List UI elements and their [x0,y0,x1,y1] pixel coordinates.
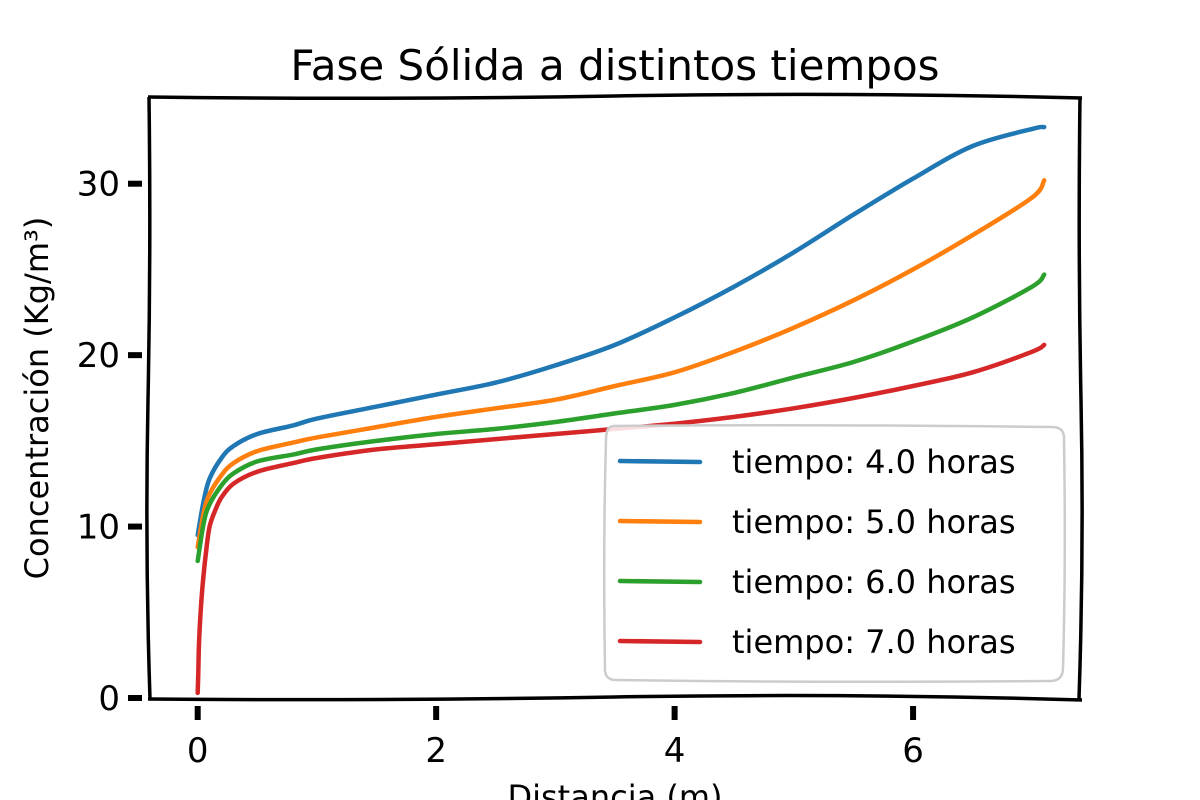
legend-label-4: tiempo: 7.0 horas [732,623,1016,661]
legend-label-1: tiempo: 4.0 horas [732,443,1016,481]
legend-label-2: tiempo: 5.0 horas [732,503,1016,541]
legend-swatch-3 [617,578,703,585]
x-tick-label: 6 [902,731,924,771]
series-layer [195,124,1047,696]
plot-frame-left [145,96,152,700]
x-tick-label: 0 [187,731,209,771]
y-tick-label: 30 [77,165,120,205]
y-axis-label: Concentración (Kg/m³) [18,217,56,580]
series-line-1 [195,124,1047,538]
legend-swatch-2 [617,518,703,525]
plot-frame-bottom [147,693,1083,702]
y-axis: 0 10 20 30 [77,165,142,719]
x-tick-label: 2 [425,731,447,771]
x-axis: 0 2 4 6 [187,706,924,771]
series-line-4 [195,342,1047,696]
y-tick-label: 20 [77,336,120,376]
x-tick-label: 4 [664,731,686,771]
plot-frame-top [147,92,1083,101]
y-tick-label: 10 [77,508,120,548]
chart-title: Fase Sólida a distintos tiempos [290,41,939,90]
legend: tiempo: 4.0 horas tiempo: 5.0 horas tiempo… [602,423,1067,684]
legend-frame [602,423,1067,684]
legend-label-3: tiempo: 6.0 horas [732,563,1016,601]
series-line-3 [195,272,1047,564]
y-tick-label: 0 [98,679,120,719]
legend-swatch-4 [617,638,703,645]
series-line-2 [195,178,1047,550]
legend-swatch-1 [617,458,703,465]
plot-frame-right [1077,96,1084,700]
x-axis-label: Distancia (m) [507,778,722,800]
